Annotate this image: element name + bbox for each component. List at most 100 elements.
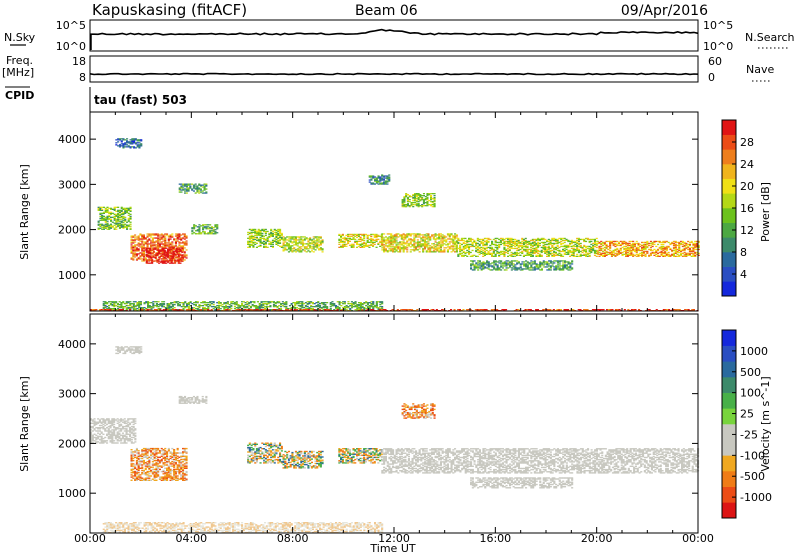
heatmap-cell [294, 302, 296, 303]
heatmap-cell [652, 250, 654, 251]
heatmap-cell [165, 252, 167, 253]
heatmap-cell [416, 198, 418, 199]
heatmap-cell [305, 305, 307, 306]
heatmap-cell [518, 249, 520, 250]
heatmap-cell [311, 239, 313, 240]
heatmap-cell [193, 307, 195, 308]
heatmap-cell [132, 252, 134, 253]
heatmap-cell [523, 261, 525, 262]
heatmap-cell [493, 239, 495, 240]
heatmap-cell [495, 268, 497, 269]
heatmap-cell [299, 236, 301, 237]
heatmap-cell [404, 246, 406, 247]
heatmap-cell [252, 245, 254, 246]
heatmap-cell [338, 244, 340, 245]
heatmap-cell [689, 248, 691, 249]
heatmap-cell [477, 238, 479, 239]
heatmap-cell [101, 227, 103, 228]
heatmap-cell [527, 244, 529, 245]
heatmap-cell [370, 234, 372, 235]
heatmap-cell [361, 243, 363, 244]
heatmap-cell [449, 246, 451, 247]
heatmap-cell [519, 242, 521, 243]
heatmap-cell [457, 238, 459, 239]
heatmap-cell [265, 246, 267, 247]
heatmap-cell [438, 245, 440, 246]
heatmap-cell [181, 302, 183, 303]
heatmap-cell [112, 226, 114, 227]
heatmap-cell [135, 308, 137, 309]
heatmap-cell [477, 260, 479, 261]
heatmap-cell [304, 243, 306, 244]
heatmap-cell [326, 302, 328, 303]
heatmap-cell [171, 233, 173, 234]
heatmap-cell [135, 305, 137, 306]
heatmap-cell [403, 239, 405, 240]
heatmap-cell [662, 241, 664, 242]
heatmap-cell [537, 238, 539, 239]
heatmap-cell [134, 248, 136, 249]
heatmap-cell [184, 192, 186, 193]
heatmap-cell [305, 302, 307, 303]
heatmap-cell [680, 250, 682, 251]
heatmap-cell [108, 218, 110, 219]
heatmap-cell [119, 306, 121, 307]
heatmap-cell [177, 303, 179, 304]
heatmap-cell [420, 237, 422, 238]
heatmap-cell [130, 222, 132, 223]
heatmap-cell [129, 301, 131, 302]
heatmap-cell [397, 233, 399, 234]
heatmap-cell [166, 233, 168, 234]
heatmap-cell [322, 239, 324, 240]
heatmap-cell [265, 239, 267, 240]
heatmap-cell [512, 239, 514, 240]
heatmap-cell [133, 301, 135, 302]
heatmap-cell [270, 229, 272, 230]
heatmap-cell [687, 241, 689, 242]
heatmap-cell [435, 251, 437, 252]
heatmap-cell [193, 224, 195, 225]
heatmap-cell [583, 239, 585, 240]
heatmap-cell [486, 240, 488, 241]
heatmap-cell [578, 246, 580, 247]
heatmap-cell [245, 304, 247, 305]
heatmap-cell [117, 141, 119, 142]
heatmap-cell [442, 244, 444, 245]
heatmap-cell [410, 233, 412, 234]
heatmap-cell [193, 302, 195, 303]
heatmap-cell [174, 307, 176, 308]
heatmap-cell [488, 251, 490, 252]
heatmap-cell [134, 234, 136, 235]
freq-tick-top: 18 [72, 55, 86, 68]
heatmap-cell [585, 238, 587, 239]
heatmap-cell [135, 147, 137, 148]
heatmap-cell [472, 242, 474, 243]
heatmap-cell [171, 241, 173, 242]
heatmap-cell [550, 253, 552, 254]
heatmap-cell [154, 305, 156, 306]
heatmap-cell [184, 188, 186, 189]
heatmap-cell [511, 252, 513, 253]
heatmap-cell [523, 268, 525, 269]
heatmap-cell [419, 248, 421, 249]
heatmap-cell [587, 248, 589, 249]
heatmap-cell [113, 301, 115, 302]
heatmap-cell [495, 263, 497, 264]
heatmap-cell [474, 260, 476, 261]
heatmap-cell [159, 234, 161, 235]
heatmap-cell [536, 263, 538, 264]
heatmap-cell [539, 254, 541, 255]
heatmap-cell [112, 209, 114, 210]
heatmap-cell [98, 221, 100, 222]
heatmap-cell [496, 242, 498, 243]
heatmap-cell [514, 264, 516, 265]
heatmap-cell [692, 247, 694, 248]
heatmap-cell [488, 247, 490, 248]
heatmap-cell [443, 243, 445, 244]
heatmap-cell [639, 253, 641, 254]
heatmap-cell [284, 247, 286, 248]
heatmap-cell [186, 303, 188, 304]
heatmap-cell [206, 233, 208, 234]
heatmap-cell [568, 261, 570, 262]
